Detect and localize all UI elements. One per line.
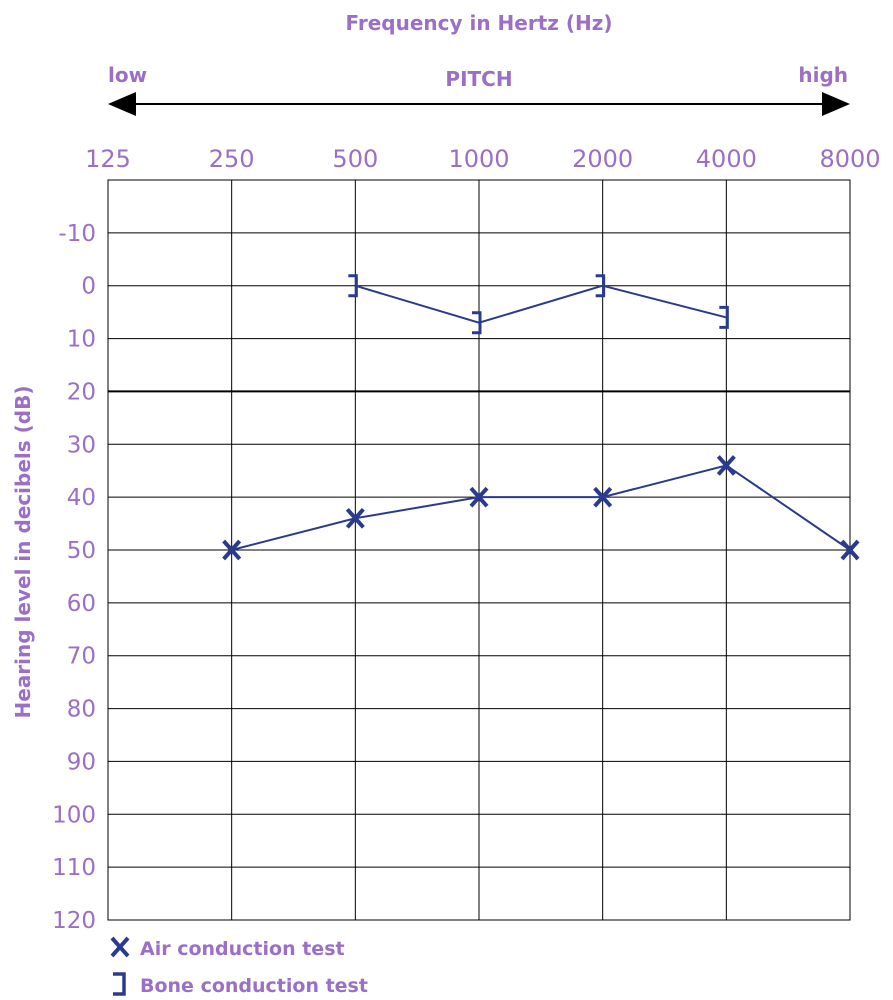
data-point-air	[469, 486, 489, 508]
y-tick-label: 110	[52, 855, 96, 881]
y-tick-label: 0	[81, 274, 96, 300]
legend-bone-label: Bone conduction test	[140, 975, 368, 997]
legend: Air conduction test Bone conduction test	[110, 936, 368, 997]
legend-bone-marker-icon	[113, 972, 126, 996]
y-tick-label: 100	[52, 802, 96, 828]
y-tick-label: 10	[67, 327, 96, 353]
series-line	[231, 464, 851, 551]
y-tick-label: 30	[67, 432, 96, 458]
pitch-label: PITCH	[445, 67, 512, 91]
data-point-bone	[348, 274, 358, 298]
y-tick-label: 40	[67, 485, 96, 511]
legend-air-marker-icon	[110, 936, 130, 958]
y-axis-label: Hearing level in decibels (dB)	[11, 386, 35, 719]
data-point-bone	[472, 311, 482, 335]
y-tick-label: 80	[67, 697, 96, 723]
y-tick-labels: -10 0 10 20 30 40 50 60 70 80 90 100 110 120	[52, 221, 96, 934]
data-point-air	[222, 539, 242, 561]
x-tick-label: 1000	[448, 145, 509, 173]
legend-air-label: Air conduction test	[140, 938, 345, 960]
x-tick-label: 500	[332, 145, 378, 173]
data-point-air	[345, 507, 365, 529]
data-point-air	[716, 455, 736, 476]
y-tick-label: 60	[67, 591, 96, 617]
x-tick-label: 125	[85, 145, 131, 173]
chart-grid	[107, 179, 851, 921]
data-point-bone	[719, 305, 729, 329]
y-tick-label: 120	[52, 908, 96, 934]
series-line	[355, 284, 727, 324]
chart-title: Frequency in Hertz (Hz)	[345, 11, 612, 35]
y-tick-label: 90	[67, 749, 96, 775]
pitch-high-label: high	[798, 63, 848, 87]
y-tick-label: 20	[67, 379, 96, 405]
y-tick-label: -10	[58, 221, 96, 247]
data-point-bone	[595, 274, 606, 298]
x-tick-label: 250	[209, 145, 255, 173]
y-tick-label: 50	[67, 538, 96, 564]
x-tick-label: 8000	[819, 145, 880, 173]
data-point-air	[840, 539, 860, 561]
y-tick-label: 70	[67, 644, 96, 670]
pitch-low-label: low	[108, 63, 147, 87]
x-tick-labels: 125 250 500 1000 2000 4000 8000	[85, 145, 880, 173]
x-tick-label: 4000	[696, 145, 757, 173]
data-point-air	[593, 486, 613, 508]
x-tick-label: 2000	[572, 145, 633, 173]
chart-series	[222, 274, 860, 561]
